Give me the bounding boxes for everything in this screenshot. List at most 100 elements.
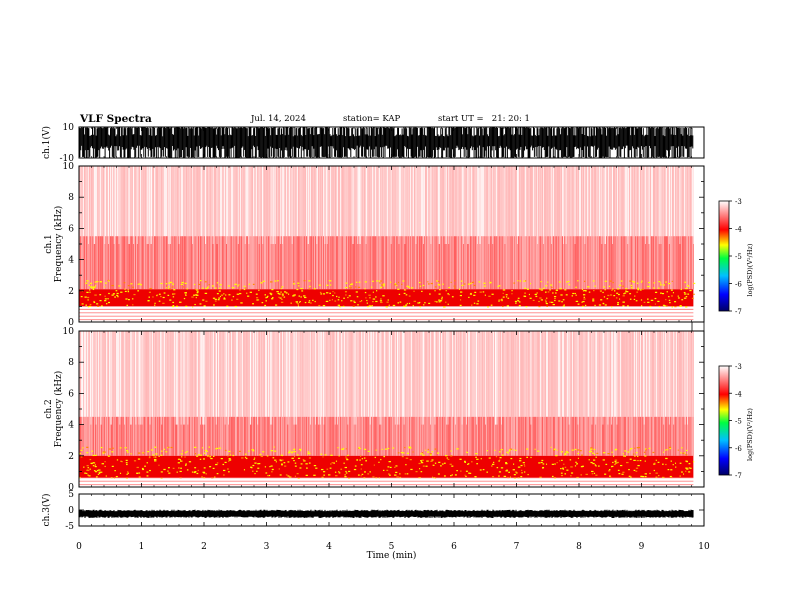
hot-pixel <box>202 458 205 460</box>
spectrum-column <box>477 331 478 417</box>
hot-pixel <box>473 302 476 304</box>
spectrum-column <box>225 166 226 237</box>
hot-pixel <box>223 297 226 299</box>
hot-pixel <box>486 450 489 452</box>
spectrum-column <box>126 416 127 456</box>
spectrum-column <box>651 416 652 456</box>
spectrum-column <box>514 416 515 456</box>
spectrum-column <box>373 331 374 417</box>
spectrum-gap <box>434 331 436 425</box>
spectrum-column <box>186 166 187 237</box>
spectrum-column <box>499 331 500 417</box>
spectrum-column <box>392 416 393 456</box>
spectrum-column <box>496 331 497 417</box>
spectrum-column <box>561 236 562 290</box>
spectrum-column <box>262 416 263 456</box>
spectrum-column <box>646 166 647 237</box>
spectrum-column <box>525 166 526 237</box>
spectrum-gap <box>293 331 295 425</box>
spectrum-column <box>331 416 332 456</box>
spectrum-gap <box>492 166 494 244</box>
hot-pixel <box>470 282 472 284</box>
hot-pixel <box>80 449 83 451</box>
hot-pixel <box>87 296 90 299</box>
hot-pixel <box>353 300 355 302</box>
hot-pixel <box>172 467 175 469</box>
spectrum-column <box>356 331 357 417</box>
spectrum-column <box>174 416 175 456</box>
hot-pixel <box>679 305 682 307</box>
hot-pixel <box>90 286 93 288</box>
spectrum-column <box>284 416 285 456</box>
spectrum-column <box>113 416 114 456</box>
spectrum-column <box>601 236 602 290</box>
spectrum-column <box>418 166 419 237</box>
spectrum-column <box>600 236 601 290</box>
spectrum-column <box>389 416 390 456</box>
hot-pixel <box>660 284 662 286</box>
hot-pixel <box>634 447 636 449</box>
header-date: Jul. 14, 2024 <box>251 114 306 124</box>
spectrum-column <box>632 166 633 237</box>
spectrum-column <box>581 416 582 456</box>
spectrum-column <box>472 236 473 290</box>
hot-pixel <box>205 300 208 302</box>
spectrum-column <box>295 166 296 237</box>
spectrum-column <box>422 416 423 456</box>
spectrum-gap <box>315 331 316 425</box>
spectrum-column <box>550 236 551 290</box>
hot-pixel <box>666 449 669 451</box>
spectrum-column <box>491 416 492 456</box>
spectrum-gap <box>316 166 318 244</box>
hot-pixel <box>662 284 665 286</box>
hot-pixel <box>358 281 361 283</box>
spectrum-column <box>102 416 103 456</box>
spectrum-column <box>653 331 654 417</box>
spectrum-column <box>537 331 538 417</box>
hot-pixel <box>297 285 300 287</box>
spectrum-column <box>659 416 660 456</box>
hot-pixel <box>300 296 302 298</box>
hot-pixel <box>80 296 83 298</box>
spectrum-column <box>599 416 600 456</box>
spectrum-column <box>296 416 297 456</box>
hot-pixel <box>321 468 324 471</box>
spectrum-column <box>663 236 664 290</box>
spectrum-column <box>130 166 131 237</box>
hot-pixel <box>487 306 489 308</box>
spectrum-column <box>489 331 490 417</box>
spectrum-column <box>428 166 429 237</box>
spectrum-column <box>469 416 470 456</box>
hot-pixel <box>593 448 596 451</box>
spectrum-column <box>487 331 488 417</box>
hot-pixel <box>466 451 468 454</box>
spectrum-column <box>672 416 673 456</box>
hot-pixel <box>684 281 687 283</box>
hot-pixel <box>116 294 118 297</box>
spectrum-column <box>407 166 408 237</box>
hot-pixel <box>688 471 691 473</box>
spectrum-column <box>126 166 127 237</box>
hot-pixel <box>475 453 478 455</box>
hot-pixel <box>253 458 255 460</box>
spectrum-column <box>670 416 671 456</box>
hot-pixel <box>429 453 432 455</box>
hot-pixel <box>604 289 606 291</box>
spectrum-column <box>374 416 375 456</box>
spectrum-column <box>376 331 377 417</box>
hot-pixel <box>644 476 647 478</box>
spectrum-column <box>198 331 199 417</box>
spectrum-column <box>549 166 550 237</box>
spectrum-column <box>436 166 437 237</box>
spectrum-column <box>176 416 177 456</box>
spectrum-column <box>424 331 425 417</box>
spectrum-column <box>176 236 177 290</box>
spectrum-column <box>677 166 678 237</box>
spectrum-column <box>687 236 688 290</box>
spectrum-column <box>233 416 234 456</box>
spectrum-column <box>668 236 669 290</box>
hot-pixel <box>133 460 137 462</box>
spectrum-column <box>405 166 406 237</box>
spectrum-column <box>586 331 587 417</box>
hot-pixel <box>633 469 636 471</box>
